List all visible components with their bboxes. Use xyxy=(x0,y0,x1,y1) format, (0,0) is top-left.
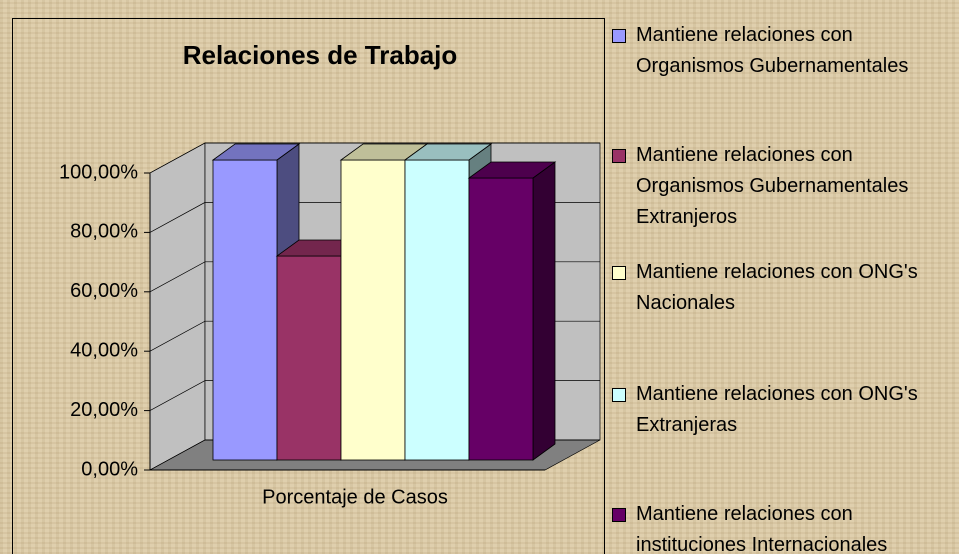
legend-swatch xyxy=(612,149,626,163)
bar xyxy=(404,159,470,461)
bar-top xyxy=(467,161,557,179)
legend-item: Mantiene relaciones con Organismos Guber… xyxy=(612,20,912,82)
legend-label: Mantiene relaciones con ONG's Extranjera… xyxy=(636,383,918,436)
grid-line xyxy=(149,142,600,174)
bar-side xyxy=(532,161,556,461)
legend-swatch xyxy=(612,508,626,522)
y-tick-label: 20,00% xyxy=(70,399,138,421)
y-tick-label: 40,00% xyxy=(70,339,138,361)
legend-label: Mantiene relaciones con Organismos Guber… xyxy=(636,24,909,77)
y-tick-label: 60,00% xyxy=(70,280,138,302)
y-tick-label: 80,00% xyxy=(70,221,138,243)
legend-label: Mantiene relaciones con Organismos Guber… xyxy=(636,144,909,228)
legend-item: Mantiene relaciones con ONG's Extranjera… xyxy=(612,379,918,441)
chart-title: Relaciones de Trabajo xyxy=(183,40,458,70)
chart-area xyxy=(12,18,605,554)
x-tick-label: Porcentaje de Casos xyxy=(262,486,448,508)
legend-swatch xyxy=(612,388,626,402)
legend-label: Mantiene relaciones con instituciones In… xyxy=(636,503,888,554)
bar xyxy=(276,255,342,461)
legend-label: Mantiene relaciones con ONG's Nacionales xyxy=(636,261,918,314)
bar xyxy=(340,159,406,461)
legend-item: Mantiene relaciones con Organismos Guber… xyxy=(612,140,912,233)
side-wall xyxy=(149,142,206,471)
bar xyxy=(212,159,278,461)
legend-item: Mantiene relaciones con instituciones In… xyxy=(612,499,912,554)
y-tick-label: 100,00% xyxy=(59,161,138,183)
bar xyxy=(468,177,534,461)
bar-top xyxy=(403,143,493,161)
y-tick-label: 0,00% xyxy=(81,458,138,480)
bar-top xyxy=(211,143,301,161)
legend-swatch xyxy=(612,29,626,43)
legend-item: Mantiene relaciones con ONG's Nacionales xyxy=(612,257,918,319)
legend-swatch xyxy=(612,266,626,280)
